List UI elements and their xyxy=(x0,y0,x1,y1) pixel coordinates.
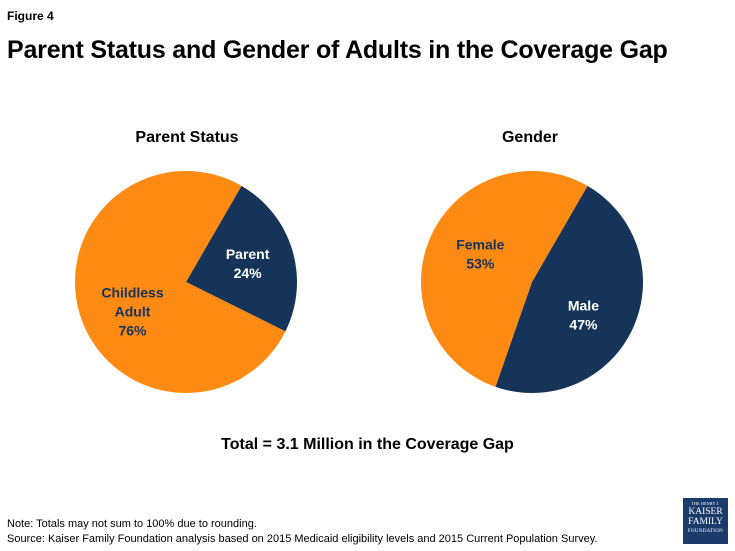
pie-slice-0-0 xyxy=(186,185,297,332)
pie-slice-label-0-1: Childless Adult 76% xyxy=(101,284,163,338)
pie-slice-label-1-0: Male 47% xyxy=(568,297,599,332)
pie-slice-1-1 xyxy=(421,170,588,387)
pie-slice-0-1 xyxy=(75,171,286,393)
pie-slice-label-line: Childless xyxy=(101,284,163,300)
pie-slice-label-line: Adult xyxy=(115,303,151,319)
footnote: Note: Totals may not sum to 100% due to … xyxy=(7,518,257,530)
kff-logo: THE HENRY J. KAISER FAMILY FOUNDATION xyxy=(683,498,728,544)
logo-line-1: THE HENRY J. xyxy=(691,501,720,506)
pie-slice-label-line: 76% xyxy=(118,322,147,338)
pie-slice-label-line: 24% xyxy=(234,265,263,281)
pie-chart-title-parent-status: Parent Status xyxy=(135,129,239,146)
logo-line-3: FAMILY xyxy=(688,516,723,527)
pie-slice-label-line: Parent xyxy=(226,246,270,262)
source-note: Source: Kaiser Family Foundation analysi… xyxy=(7,533,598,545)
pie-slice-label-line: Female xyxy=(456,236,504,252)
figure-label: Figure 4 xyxy=(7,9,54,23)
page-title: Parent Status and Gender of Adults in th… xyxy=(7,36,668,64)
pie-chart-title-gender: Gender xyxy=(501,129,558,146)
logo-line-4: FOUNDATION xyxy=(687,529,724,534)
pie-slice-1-0 xyxy=(495,185,643,393)
pie-slice-label-line: Male xyxy=(568,297,599,313)
pie-slice-label-0-0: Parent 24% xyxy=(226,246,270,281)
logo-line-2: KAISER xyxy=(688,507,723,517)
pie-slice-label-line: 47% xyxy=(569,316,598,332)
total-label: Total = 3.1 Million in the Coverage Gap xyxy=(221,436,514,453)
pie-slice-label-line: 53% xyxy=(466,255,495,271)
pie-slice-label-1-1: Female 53% xyxy=(456,236,504,271)
